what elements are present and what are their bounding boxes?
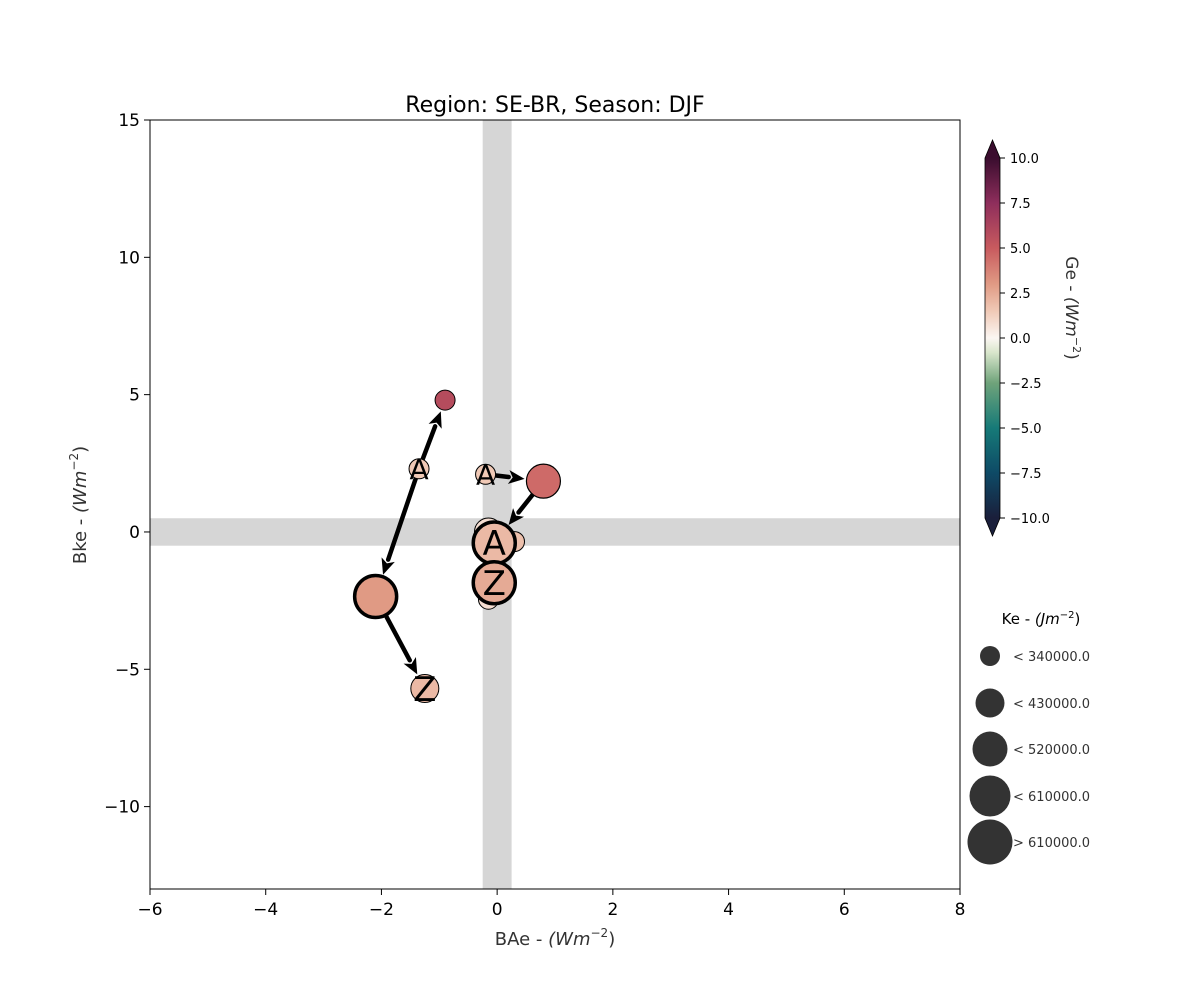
plot-background	[150, 120, 960, 889]
size-legend-marker	[975, 688, 1005, 718]
size-legend-label: < 610000.0	[1013, 790, 1090, 805]
colorbar-gradient	[985, 158, 1000, 518]
size-legend-label: > 610000.0	[1013, 836, 1090, 851]
colorbar-tick-label: −7.5	[1010, 467, 1042, 482]
colorbar-tick-label: −5.0	[1010, 422, 1042, 437]
trajectory-arrowhead	[507, 470, 525, 484]
y-axis-label: Bke - (Wm−2)	[67, 446, 91, 564]
size-legend: Ke - (Jm−2) < 340000.0 < 430000.0 < 520000…	[967, 610, 1090, 865]
point-label: A	[409, 453, 428, 486]
x-tick-label: −2	[369, 900, 394, 920]
x-axis-ticks: −6 −4 −2 0 2 4 6 8	[137, 889, 965, 920]
vertical-reference-band	[482, 120, 512, 889]
point-label: A	[483, 524, 506, 564]
chart-title: Region: SE-BR, Season: DJF	[405, 93, 704, 118]
x-tick-label: 8	[955, 900, 966, 920]
trajectory-arrowhead	[508, 508, 525, 525]
plot-frame	[149, 119, 961, 890]
size-legend-label: < 430000.0	[1013, 697, 1090, 712]
size-legend-marker	[980, 646, 1000, 666]
trajectory-arrowhead	[428, 411, 442, 429]
size-legend-marker	[969, 775, 1011, 817]
trajectory-arrow	[385, 466, 422, 562]
data-point	[525, 463, 562, 499]
x-tick-label: 4	[723, 900, 734, 920]
colorbar: 10.0 7.5 5.0 2.5 0.0 −2.5 −5.0 −7.5 −10.0 Ge - (…	[984, 138, 1083, 538]
x-axis-label: BAe - (Wm−2)	[495, 926, 615, 950]
colorbar-extend-max	[985, 140, 1000, 158]
data-point	[410, 674, 440, 704]
y-tick-label: 0	[129, 523, 140, 543]
point-label: A	[476, 458, 495, 491]
point-label: Z	[483, 564, 506, 604]
y-tick-label: −5	[115, 660, 140, 680]
size-legend-label: < 520000.0	[1013, 743, 1090, 758]
colorbar-extend-min	[985, 518, 1000, 536]
size-legend-marker	[972, 731, 1008, 767]
colorbar-ticks: 10.0 7.5 5.0 2.5 0.0 −2.5 −5.0 −7.5 −10.0	[1000, 152, 1050, 527]
size-legend-title: Ke - (Jm−2)	[1002, 610, 1081, 628]
y-tick-label: 15	[118, 111, 140, 131]
horizontal-reference-band	[150, 518, 960, 546]
colorbar-tick-label: 2.5	[1010, 287, 1031, 302]
colorbar-tick-label: 10.0	[1010, 152, 1039, 167]
data-point	[352, 573, 399, 620]
size-legend-label: < 340000.0	[1013, 650, 1090, 665]
trajectory-arrowhead	[381, 557, 395, 575]
y-tick-label: 5	[129, 386, 140, 406]
colorbar-tick-label: −2.5	[1010, 377, 1042, 392]
colorbar-label: Ge - (Wm−2)	[1061, 256, 1083, 359]
x-tick-label: 2	[607, 900, 618, 920]
data-point	[475, 463, 497, 485]
point-label: Z	[413, 670, 436, 710]
x-tick-label: −4	[253, 900, 278, 920]
y-axis-ticks: −10 −5 0 5 10 15	[104, 111, 150, 818]
colorbar-tick-label: 5.0	[1010, 242, 1031, 257]
x-tick-label: 0	[492, 900, 503, 920]
data-point	[408, 458, 430, 480]
y-tick-label: 10	[118, 248, 140, 268]
colorbar-tick-label: −10.0	[1010, 512, 1050, 527]
trajectory-arrowhead	[403, 656, 418, 675]
size-legend-entries: < 340000.0 < 430000.0 < 520000.0 < 610000.0…	[967, 646, 1090, 865]
data-point	[471, 560, 517, 606]
data-point	[434, 389, 456, 411]
colorbar-tick-label: 0.0	[1010, 332, 1031, 347]
size-legend-marker	[967, 819, 1013, 865]
x-tick-label: 6	[839, 900, 850, 920]
x-tick-label: −6	[137, 900, 162, 920]
y-tick-label: −10	[104, 798, 140, 818]
colorbar-tick-label: 7.5	[1010, 197, 1031, 212]
